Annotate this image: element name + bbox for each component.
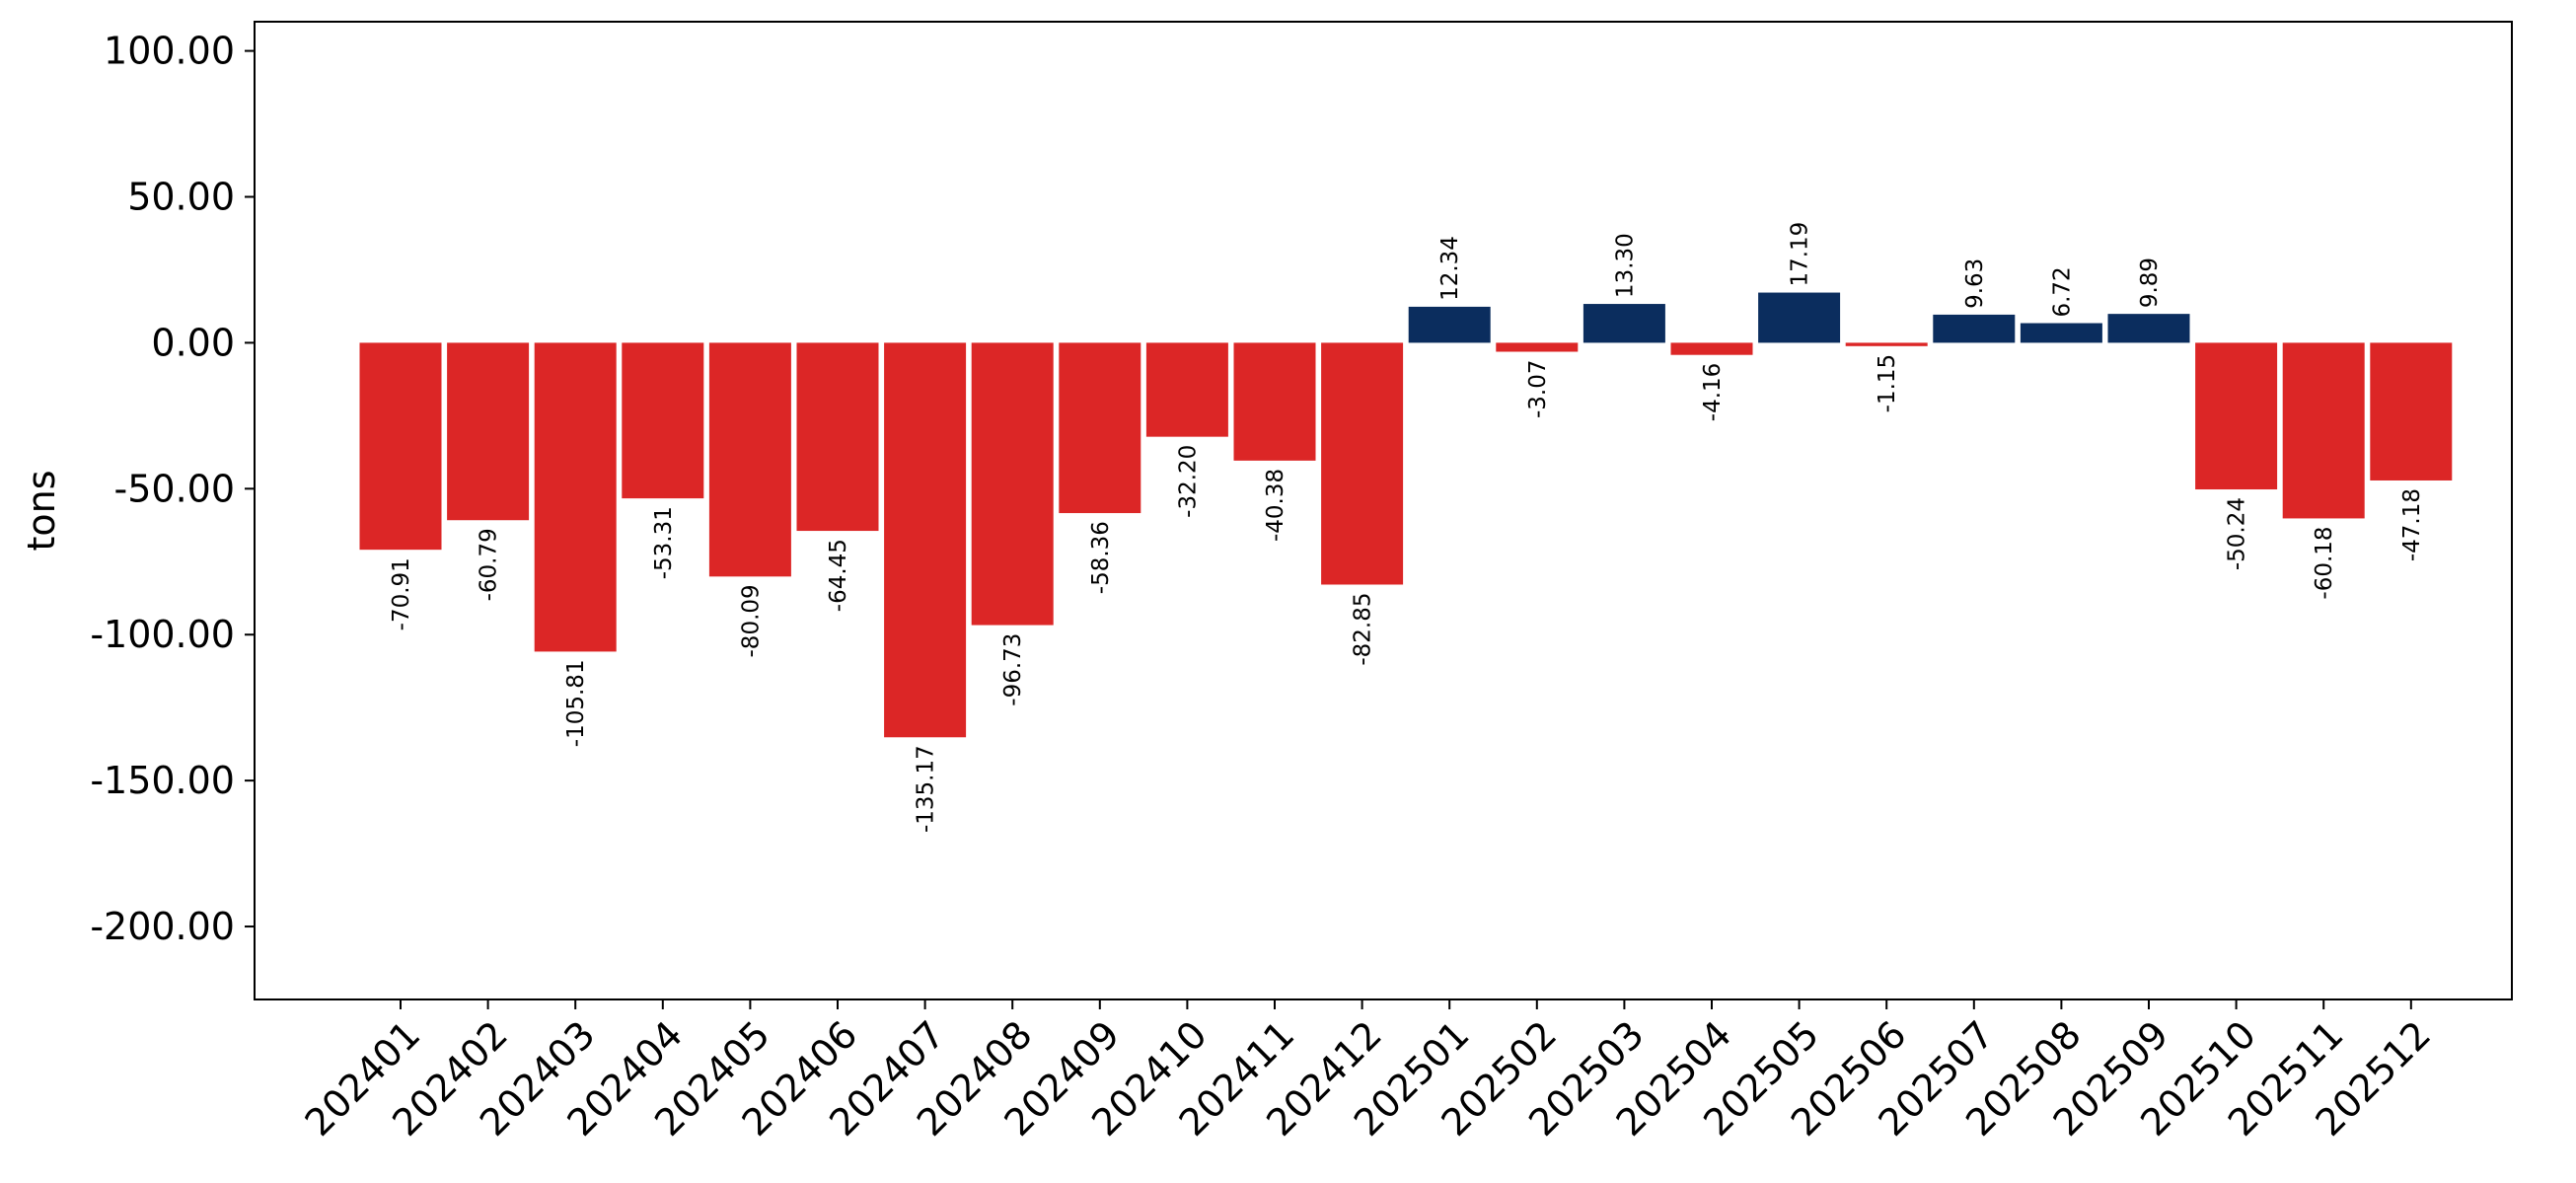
data-label-202406: -64.45 bbox=[826, 539, 851, 612]
bar-202506 bbox=[1845, 342, 1928, 346]
data-label-202411: -40.38 bbox=[1263, 469, 1288, 542]
bar-202409 bbox=[1059, 342, 1141, 514]
bar-202503 bbox=[1582, 304, 1665, 343]
y-tick-label: -150.00 bbox=[90, 759, 235, 802]
bar-202411 bbox=[1233, 342, 1316, 461]
bar-202408 bbox=[971, 342, 1054, 626]
bar-202511 bbox=[2282, 342, 2365, 519]
data-label-202507: 9.63 bbox=[1962, 259, 1988, 309]
data-label-202505: 17.19 bbox=[1788, 222, 1813, 287]
y-tick-label: 100.00 bbox=[104, 30, 235, 73]
y-tick-label: 50.00 bbox=[127, 175, 235, 218]
data-label-202508: 6.72 bbox=[2049, 266, 2075, 317]
y-axis: 100.00 50.00 0.00 -50.00 -100.00 -150.00 -200.… bbox=[90, 30, 255, 948]
data-label-202407: -135.17 bbox=[914, 745, 939, 833]
data-label-202403: -105.81 bbox=[563, 659, 589, 747]
bar-202505 bbox=[1758, 292, 1841, 343]
y-tick-label: -50.00 bbox=[114, 467, 236, 510]
y-axis-title: tons bbox=[20, 470, 63, 551]
bar-202406 bbox=[796, 342, 879, 532]
data-label-202401: -70.91 bbox=[389, 557, 414, 630]
bar-202407 bbox=[884, 342, 967, 738]
y-tick-label: -100.00 bbox=[90, 613, 235, 656]
data-label-202506: -1.15 bbox=[1875, 354, 1900, 413]
bar-202402 bbox=[447, 342, 530, 521]
bar-202502 bbox=[1496, 342, 1579, 352]
bar-202510 bbox=[2195, 342, 2278, 490]
data-label-202502: -3.07 bbox=[1525, 359, 1551, 418]
data-label-202409: -58.36 bbox=[1088, 521, 1114, 594]
data-label-202412: -82.85 bbox=[1351, 592, 1376, 665]
bar-202403 bbox=[534, 342, 617, 652]
data-label-202511: -60.18 bbox=[2312, 526, 2337, 599]
bar-202512 bbox=[2370, 342, 2453, 481]
x-axis: 2024012024022024032024042024052024062024… bbox=[297, 999, 2439, 1145]
bar-202410 bbox=[1145, 342, 1228, 437]
data-label-202408: -96.73 bbox=[1000, 633, 1026, 706]
bar-202401 bbox=[359, 342, 442, 551]
data-label-202512: -47.18 bbox=[2399, 488, 2425, 561]
bar-202504 bbox=[1670, 342, 1753, 355]
data-label-202410: -32.20 bbox=[1175, 445, 1201, 518]
bar-202404 bbox=[622, 342, 704, 499]
bar-202507 bbox=[1933, 314, 2016, 343]
data-label-202404: -53.31 bbox=[651, 506, 677, 579]
data-label-202402: -60.79 bbox=[477, 528, 502, 601]
data-label-202509: 9.89 bbox=[2137, 258, 2163, 308]
bar-202508 bbox=[2020, 323, 2102, 343]
data-label-202503: 13.30 bbox=[1612, 233, 1638, 298]
data-label-202510: -50.24 bbox=[2225, 497, 2250, 570]
bar-202501 bbox=[1408, 306, 1491, 343]
data-labels-layer: -70.91 -60.79 -105.81 -53.31 -80.09 -64.45 -13… bbox=[389, 222, 2425, 833]
bar-202509 bbox=[2107, 314, 2190, 343]
data-label-202504: -4.16 bbox=[1700, 363, 1726, 422]
bar-202412 bbox=[1321, 342, 1404, 585]
data-label-202501: 12.34 bbox=[1437, 236, 1463, 301]
data-label-202405: -80.09 bbox=[738, 584, 764, 657]
bars-layer bbox=[359, 292, 2453, 738]
plot-frame bbox=[254, 21, 2513, 1000]
bar-202405 bbox=[708, 342, 791, 577]
y-tick-label: 0.00 bbox=[151, 321, 235, 364]
y-tick-label: -200.00 bbox=[90, 905, 235, 948]
